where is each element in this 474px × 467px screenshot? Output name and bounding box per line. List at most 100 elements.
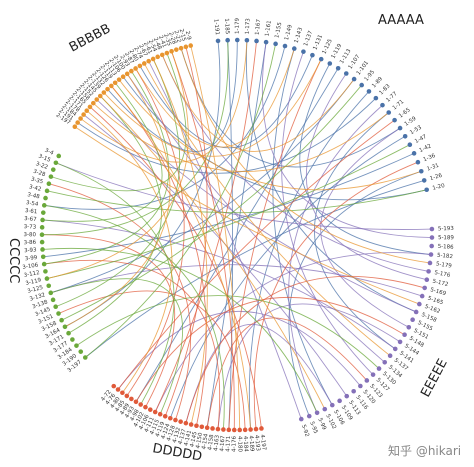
node [147, 407, 153, 412]
link [41, 234, 176, 408]
node [82, 355, 88, 360]
node [413, 309, 419, 315]
node-label: 3-106 [22, 262, 39, 270]
node [162, 414, 168, 419]
link [117, 119, 395, 390]
node [188, 43, 194, 48]
link [86, 110, 173, 394]
group-label: EEEEE [418, 357, 451, 400]
link [135, 48, 295, 148]
node-label: 1-53 [409, 125, 423, 137]
node [358, 383, 363, 389]
node [66, 330, 71, 336]
node [133, 66, 138, 71]
link [50, 278, 184, 415]
node [78, 116, 83, 121]
node [421, 178, 427, 183]
link [103, 58, 322, 157]
link [42, 219, 396, 350]
node [150, 56, 156, 62]
link [80, 40, 248, 163]
node-label: 5-186 [437, 244, 454, 251]
node [84, 108, 90, 114]
node-label: 4-167 [219, 435, 226, 452]
node [406, 324, 412, 330]
watermark: 知乎 @hikari [388, 444, 461, 458]
link [61, 84, 363, 321]
node [164, 50, 170, 56]
node-label: 4-158 [207, 434, 215, 451]
node [141, 61, 147, 66]
node-label: 5-92 [300, 424, 310, 438]
node-label: 5-99 [316, 417, 327, 431]
link [44, 45, 286, 210]
link [46, 51, 189, 280]
node-label: 5-95 [308, 421, 318, 435]
node-label: 3-67 [24, 216, 37, 223]
node-label: 3-125 [27, 285, 44, 295]
node-label: 5-176 [434, 270, 451, 279]
node [419, 293, 425, 299]
link [46, 144, 411, 280]
node [386, 110, 392, 115]
node [74, 343, 79, 348]
link [110, 85, 207, 426]
node [43, 195, 48, 201]
node [115, 387, 121, 392]
node [39, 232, 45, 238]
node [376, 366, 382, 371]
node [335, 65, 341, 71]
node [138, 402, 143, 407]
node-label: 1-137 [303, 30, 314, 48]
node [343, 71, 349, 76]
node [120, 74, 126, 80]
link [169, 135, 406, 419]
node [129, 68, 134, 74]
node [40, 210, 46, 215]
node [424, 277, 430, 282]
node-label: 3-145 [34, 306, 52, 318]
link [50, 52, 187, 192]
node [81, 112, 86, 117]
node-label: 5-179 [435, 261, 452, 269]
node-label: 2-28 [167, 31, 177, 45]
link [117, 311, 361, 390]
node-label: 3-48 [27, 192, 41, 200]
node [87, 104, 93, 110]
node-label: 4-132 [172, 427, 182, 444]
link [99, 95, 326, 410]
node [124, 71, 130, 77]
node [159, 52, 165, 58]
node [210, 426, 215, 431]
node-label: 1-185 [223, 18, 230, 35]
node-label: 5-182 [437, 253, 454, 261]
node [62, 324, 68, 330]
node-label: 3-28 [32, 169, 46, 179]
node [146, 58, 151, 64]
node [253, 426, 259, 432]
link [43, 152, 415, 258]
link [217, 303, 401, 430]
node-label: 1-149 [284, 24, 294, 41]
node-label: 3-35 [30, 176, 44, 185]
node [429, 235, 435, 240]
node [41, 261, 47, 267]
node-label: 4-171 [225, 436, 232, 452]
node-label: 1-173 [245, 18, 252, 35]
link [253, 161, 419, 430]
node [124, 393, 130, 399]
node-label: 1-36 [423, 153, 437, 163]
node [53, 304, 58, 310]
node [417, 301, 422, 307]
node [120, 390, 125, 396]
node [70, 337, 75, 342]
node-label: 5-165 [427, 296, 445, 307]
node [380, 102, 385, 108]
node [183, 420, 189, 426]
node [370, 372, 376, 377]
node-label: 3-93 [24, 247, 37, 254]
node-label: 5-162 [424, 304, 441, 315]
node [225, 37, 230, 43]
link [50, 264, 423, 297]
link [84, 43, 277, 358]
